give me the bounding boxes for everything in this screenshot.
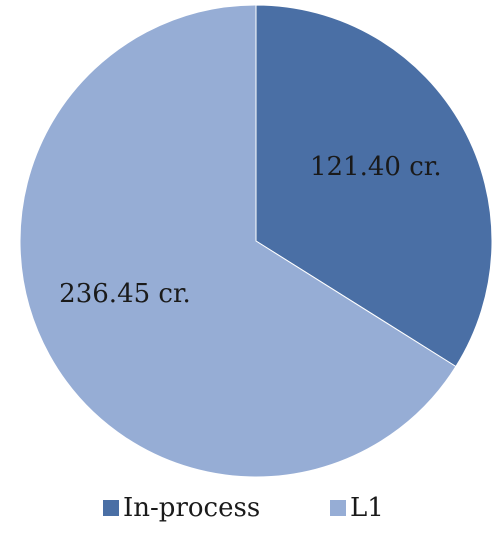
slice-labels: 121.40 cr. 236.45 cr. [59,152,441,309]
data-label-in-process: 121.40 cr. [310,152,442,182]
data-label-l1: 236.45 cr. [59,279,191,309]
pie-slices [19,4,493,478]
legend-swatch-in-process [103,500,119,516]
pie-slice-in-process [255,4,493,368]
legend-label-in-process: In-process [123,493,260,523]
pie-slice-l1 [19,4,457,478]
legend-swatch-l1 [330,500,346,516]
legend-label-l1: L1 [350,493,384,523]
legend: In-process L1 [103,493,384,523]
